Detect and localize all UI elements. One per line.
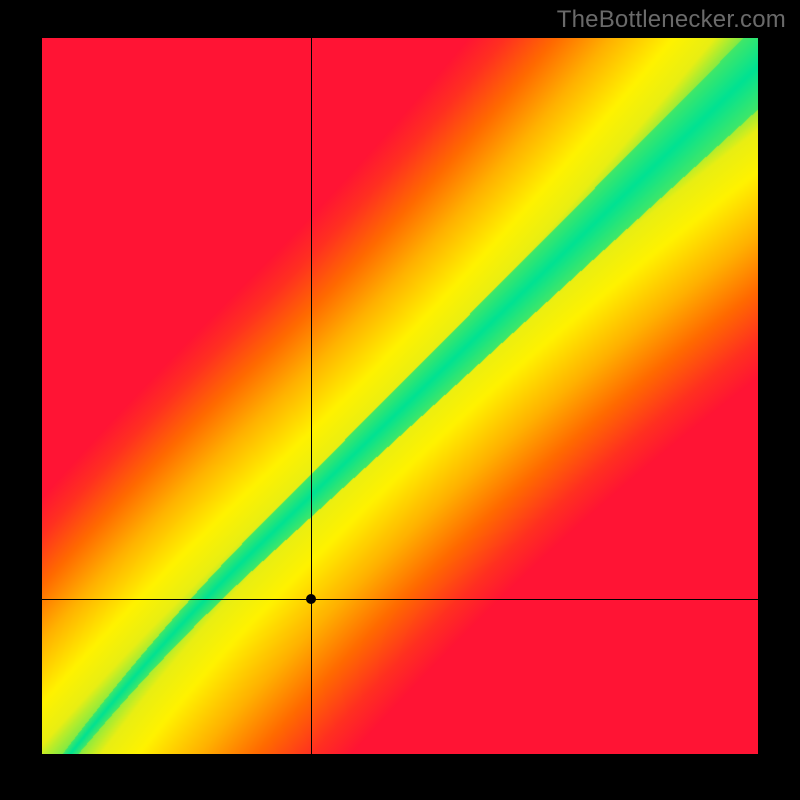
plot-area (42, 38, 758, 754)
watermark-text: TheBottlenecker.com (557, 6, 786, 34)
crosshair-dot (306, 594, 316, 604)
chart-container: TheBottlenecker.com (0, 0, 800, 800)
crosshair-horizontal (42, 599, 758, 600)
crosshair-vertical (311, 38, 312, 754)
heatmap-canvas (42, 38, 758, 754)
